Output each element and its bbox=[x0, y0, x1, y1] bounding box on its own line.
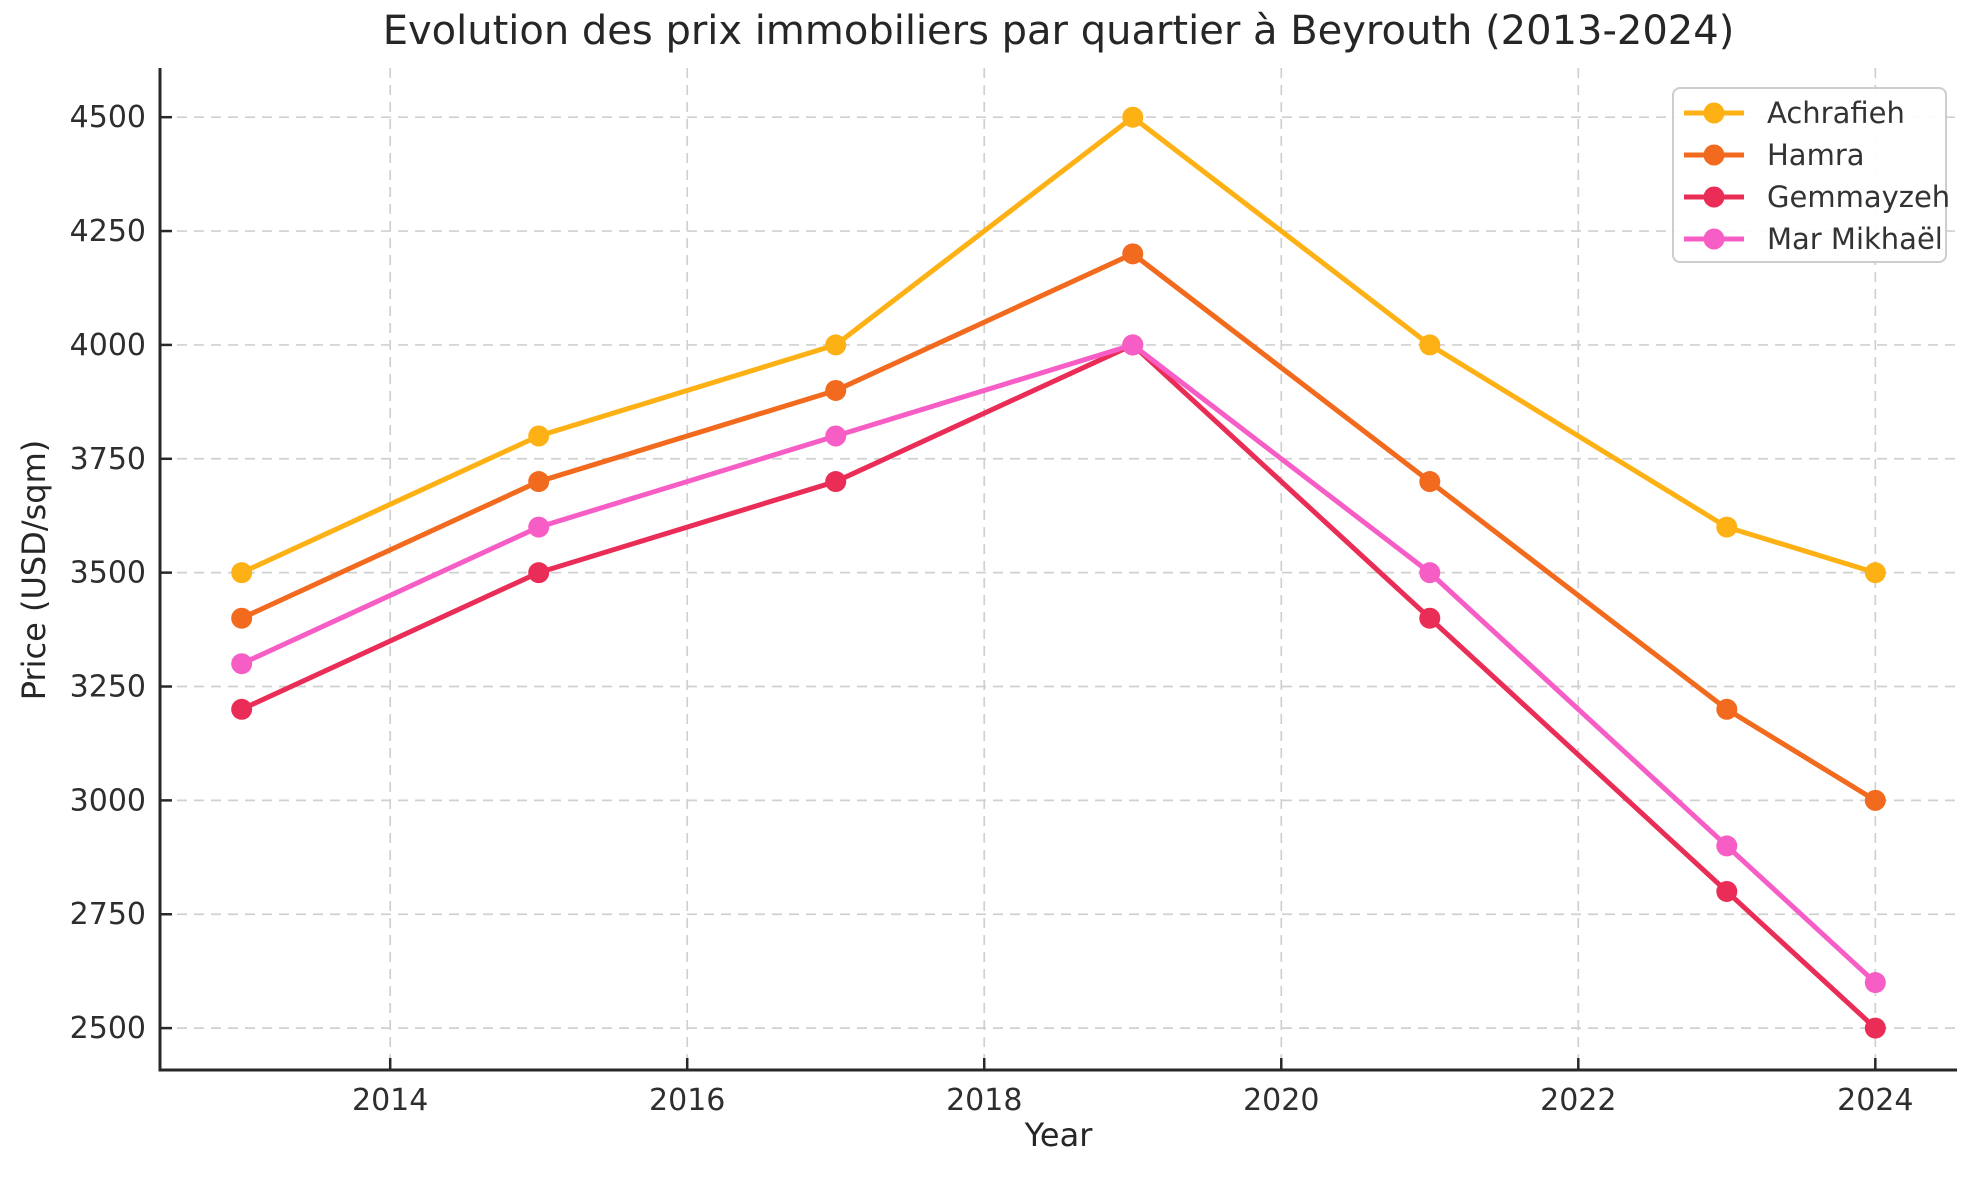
legend-swatch-mar-mikhael bbox=[1684, 228, 1744, 250]
data-point-gemmayzeh-2021 bbox=[1419, 607, 1441, 629]
legend-marker bbox=[1703, 144, 1725, 166]
data-point-hamra-2015 bbox=[528, 471, 550, 493]
data-point-hamra-2021 bbox=[1419, 471, 1441, 493]
data-point-hamra-2019 bbox=[1122, 243, 1144, 265]
y-tick-label: 3000 bbox=[70, 783, 146, 818]
legend-item-gemmayzeh: Gemmayzeh bbox=[1683, 176, 1950, 218]
data-point-achrafieh-2015 bbox=[528, 425, 550, 447]
data-point-achrafieh-2021 bbox=[1419, 334, 1441, 356]
legend-label-mar-mikhael: Mar Mikhaël bbox=[1767, 221, 1943, 256]
x-tick-label: 2024 bbox=[1837, 1083, 1913, 1118]
x-tick-label: 2020 bbox=[1243, 1083, 1319, 1118]
data-point-mar-mikhael-2013 bbox=[231, 653, 253, 675]
data-point-achrafieh-2023 bbox=[1716, 516, 1738, 538]
data-point-mar-mikhael-2019 bbox=[1122, 334, 1144, 356]
x-tick-label: 2018 bbox=[946, 1083, 1022, 1118]
legend-marker bbox=[1703, 102, 1725, 124]
series-line-hamra bbox=[239, 251, 1878, 803]
legend-item-hamra: Hamra bbox=[1683, 134, 1945, 176]
data-point-mar-mikhael-2023 bbox=[1716, 835, 1738, 857]
series-achrafieh bbox=[231, 106, 1886, 584]
y-axis-label: Price (USD/sqm) bbox=[15, 439, 53, 701]
series-gemmayzeh bbox=[231, 334, 1886, 1039]
x-tick-label: 2014 bbox=[352, 1083, 428, 1118]
data-point-mar-mikhael-2015 bbox=[528, 516, 550, 538]
axes: 2014 2016 2018 2020 2022 2024 2500 2750 3000 3250… bbox=[70, 68, 1957, 1118]
series-hamra bbox=[231, 243, 1886, 811]
gridlines bbox=[160, 68, 1957, 1070]
legend-swatch-hamra bbox=[1684, 144, 1744, 166]
data-point-hamra-2017 bbox=[825, 379, 847, 401]
data-point-gemmayzeh-2023 bbox=[1716, 880, 1738, 902]
legend-marker bbox=[1703, 186, 1725, 208]
data-point-achrafieh-2019 bbox=[1122, 106, 1144, 128]
data-point-gemmayzeh-2024 bbox=[1864, 1017, 1886, 1039]
data-point-mar-mikhael-2021 bbox=[1419, 562, 1441, 584]
y-tick-label: 3750 bbox=[70, 442, 146, 477]
data-point-achrafieh-2024 bbox=[1864, 562, 1886, 584]
x-tick-label: 2022 bbox=[1540, 1083, 1616, 1118]
y-tick-label: 3250 bbox=[70, 670, 146, 705]
series-mar-mikhael bbox=[231, 334, 1886, 994]
chart-title: Evolution des prix immobiliers par quart… bbox=[382, 8, 1735, 54]
legend-marker bbox=[1703, 228, 1725, 250]
data-point-hamra-2023 bbox=[1716, 698, 1738, 720]
legend-swatch-achrafieh bbox=[1684, 102, 1744, 124]
data-point-mar-mikhael-2024 bbox=[1864, 972, 1886, 994]
series-line-mar-mikhael bbox=[239, 342, 1878, 986]
legend-item-mar-mikhael: Mar Mikhaël bbox=[1683, 218, 1945, 260]
data-point-gemmayzeh-2013 bbox=[231, 698, 253, 720]
y-tick-label: 4250 bbox=[70, 214, 146, 249]
data-point-achrafieh-2017 bbox=[825, 334, 847, 356]
legend-swatch-gemmayzeh bbox=[1684, 186, 1744, 208]
data-point-hamra-2013 bbox=[231, 607, 253, 629]
data-point-achrafieh-2013 bbox=[231, 562, 253, 584]
data-point-mar-mikhael-2017 bbox=[825, 425, 847, 447]
y-tick-label: 4500 bbox=[70, 100, 146, 135]
y-tick-label: 2500 bbox=[70, 1011, 146, 1046]
legend-label-achrafieh: Achrafieh bbox=[1767, 95, 1905, 130]
legend-item-achrafieh: Achrafieh bbox=[1683, 92, 1945, 134]
y-tick-label: 3500 bbox=[70, 556, 146, 591]
legend: Achrafieh Hamra Gemmayzeh Mar Mikhaël bbox=[1672, 87, 1950, 263]
data-point-hamra-2024 bbox=[1864, 789, 1886, 811]
data-point-gemmayzeh-2015 bbox=[528, 562, 550, 584]
y-tick-label: 2750 bbox=[70, 897, 146, 932]
legend-label-gemmayzeh: Gemmayzeh bbox=[1767, 179, 1951, 214]
x-tick-label: 2016 bbox=[649, 1083, 725, 1118]
legend-label-hamra: Hamra bbox=[1767, 137, 1865, 172]
y-tick-label: 4000 bbox=[70, 328, 146, 363]
data-point-gemmayzeh-2017 bbox=[825, 471, 847, 493]
x-axis-label: Year bbox=[1024, 1116, 1093, 1154]
